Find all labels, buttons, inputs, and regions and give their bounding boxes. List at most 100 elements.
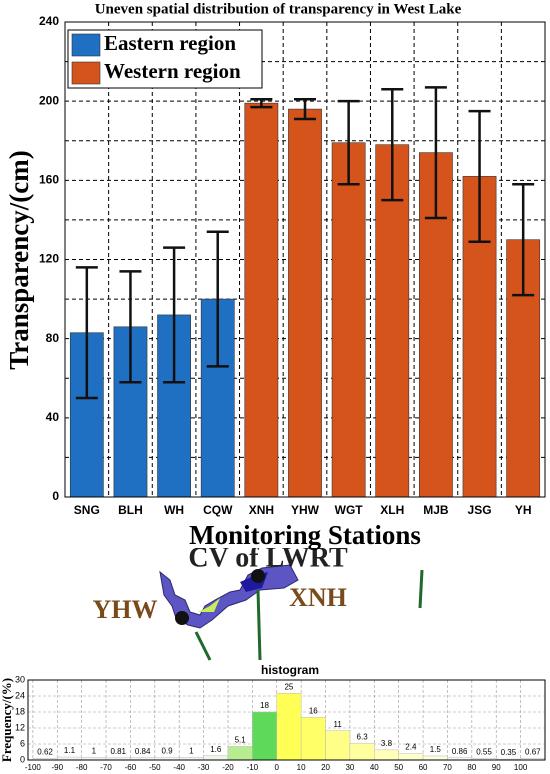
arrow (256, 589, 262, 661)
histogram-bar (300, 717, 326, 761)
value-label: 0.81 (110, 747, 126, 756)
value-label: 0.9 (161, 747, 173, 756)
x-tick-label: -20 (222, 763, 234, 772)
value-label: 6.3 (357, 732, 369, 741)
value-label: 11 (334, 720, 343, 729)
value-label: 1.5 (430, 745, 442, 754)
map-label: XNH (289, 583, 347, 612)
y-tick-label: 24 (15, 690, 25, 700)
station-dot (251, 569, 265, 583)
legend-box (67, 29, 263, 89)
x-tick-label: CQW (203, 503, 233, 517)
x-tick-label: -100 (25, 763, 42, 772)
station-dot (175, 611, 189, 625)
x-tick-label: 20 (321, 763, 330, 772)
x-tick-label: -80 (76, 763, 88, 772)
histogram-bar (276, 693, 302, 761)
x-tick-label: -30 (198, 763, 210, 772)
x-tick-label: 70 (443, 763, 452, 772)
bar (288, 108, 322, 498)
x-tick-label: 100 (514, 763, 528, 772)
bar (375, 144, 410, 498)
x-tick-label: BLH (118, 503, 143, 517)
value-label: 1.1 (64, 746, 76, 755)
y-tick-label: 0 (52, 489, 59, 503)
x-tick-label: 90 (492, 763, 501, 772)
y-tick-label: 80 (46, 331, 60, 345)
y-tick-label: 30 (15, 674, 25, 684)
value-label: 16 (309, 706, 318, 715)
x-tick-label: -40 (173, 763, 185, 772)
y-tick-label: 18 (15, 706, 25, 716)
y-tick-label: 40 (46, 410, 60, 424)
y-tick-label: 12 (15, 722, 25, 732)
x-tick-label: SNG (74, 503, 100, 517)
histogram-bar (398, 753, 424, 761)
x-tick-label: WGT (335, 503, 364, 517)
histogram-bar (227, 746, 253, 761)
x-tick-label: YHW (291, 503, 320, 517)
y-tick-label: 6 (20, 738, 25, 748)
value-label: 0.67 (525, 747, 541, 756)
map-label: YHW (93, 595, 158, 624)
y-tick-label: 240 (39, 14, 59, 28)
y-tick-label: 120 (39, 252, 59, 266)
value-label: 18 (260, 701, 269, 710)
x-tick-label: 10 (297, 763, 306, 772)
value-label: 0.55 (476, 748, 492, 757)
x-tick-label: JSG (468, 503, 492, 517)
x-axis-label: Monitoring Stations (189, 520, 421, 550)
x-tick-label: 80 (467, 763, 476, 772)
histogram-bar (203, 755, 229, 761)
value-label: 0.86 (452, 747, 468, 756)
x-tick-label: 50 (394, 763, 403, 772)
x-tick-label: -50 (149, 763, 161, 772)
x-tick-label: -90 (51, 763, 63, 772)
plot-frame (64, 21, 546, 498)
chart-title: Uneven spatial distribution of transpare… (95, 1, 462, 17)
x-tick-label: XLH (380, 503, 404, 517)
legend-swatch (71, 33, 101, 57)
value-label: 1.6 (210, 745, 222, 754)
value-label: 1 (189, 746, 194, 755)
histogram-bar (422, 755, 448, 761)
value-label: 2.4 (405, 743, 417, 752)
x-tick-label: WH (164, 503, 184, 517)
x-tick-label: 60 (419, 763, 428, 772)
value-label: 0.84 (135, 747, 151, 756)
legend-label: Eastern region (104, 31, 236, 55)
y-axis-label: Transparency/(cm) (4, 150, 34, 369)
y-tick-label: 0 (20, 754, 25, 764)
value-label: 0.62 (37, 747, 53, 756)
plot-frame (27, 679, 546, 761)
x-tick-label: 30 (345, 763, 354, 772)
arrow (194, 631, 212, 661)
bar-chart: Uneven spatial distribution of transpare… (4, 1, 546, 550)
x-tick-label: -70 (100, 763, 112, 772)
legend-label: Western region (104, 59, 241, 83)
y-tick-label: 160 (39, 173, 59, 187)
histogram-bar (325, 730, 351, 761)
bar (244, 102, 279, 498)
x-tick-label: MJB (423, 503, 449, 517)
legend-swatch (71, 61, 101, 85)
x-tick-label: 0 (275, 763, 280, 772)
map: CV of LWRT YHW XNH (93, 542, 424, 661)
value-label: 1 (92, 746, 97, 755)
histogram-bar (349, 742, 375, 761)
y-axis-label: Frequency/(%) (0, 678, 14, 762)
value-label: 3.8 (381, 739, 393, 748)
x-tick-label: -60 (125, 763, 137, 772)
x-tick-label: 40 (370, 763, 379, 772)
value-label: 0.35 (501, 748, 517, 757)
x-tick-label: YH (515, 503, 532, 517)
value-label: 25 (284, 682, 293, 691)
value-label: 5.1 (235, 736, 247, 745)
x-tick-label: -10 (247, 763, 259, 772)
lake-patch (198, 598, 220, 612)
bar (331, 142, 366, 498)
chart-title: histogram (261, 663, 319, 677)
x-tick-label: XNH (249, 503, 274, 517)
